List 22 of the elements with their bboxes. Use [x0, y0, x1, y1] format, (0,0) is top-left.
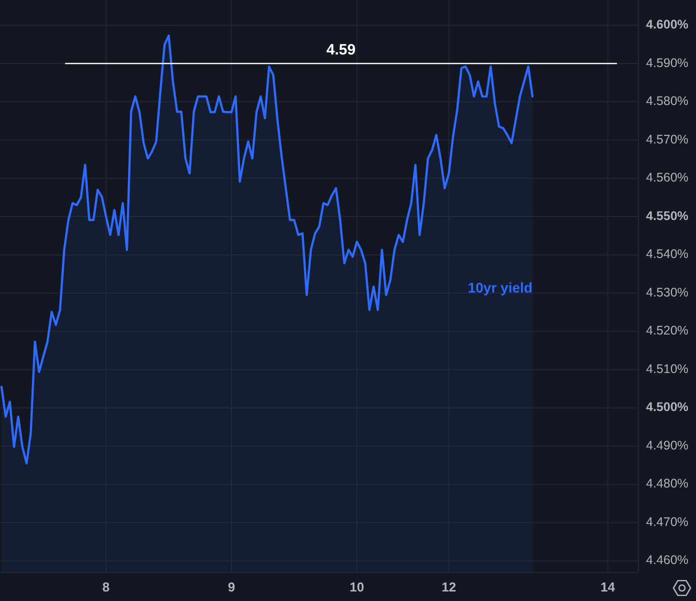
y-tick-label: 4.520% — [646, 324, 688, 338]
series-label: 10yr yield — [468, 280, 532, 296]
x-tick-label: 10 — [350, 579, 364, 594]
y-tick-label: 4.600% — [646, 18, 688, 32]
y-tick-label: 4.570% — [646, 132, 688, 146]
x-tick-label: 12 — [442, 579, 456, 594]
y-tick-label: 4.500% — [646, 400, 688, 414]
ref-line-label: 4.59 — [326, 41, 356, 58]
y-tick-label: 4.460% — [646, 553, 688, 568]
y-tick-label: 4.550% — [646, 208, 688, 223]
y-tick-label: 4.580% — [646, 94, 688, 108]
y-tick-label: 4.540% — [646, 247, 688, 262]
x-tick-label: 14 — [600, 579, 616, 594]
y-tick-label: 4.590% — [646, 56, 688, 70]
y-tick-label: 4.470% — [646, 514, 688, 529]
y-tick-label: 4.560% — [646, 170, 688, 185]
y-tick-label: 4.530% — [646, 285, 688, 300]
x-tick-label: 9 — [228, 579, 236, 594]
x-tick-label: 8 — [102, 579, 110, 594]
y-tick-label: 4.490% — [646, 438, 688, 452]
y-tick-label: 4.510% — [646, 362, 688, 376]
y-tick-label: 4.480% — [646, 476, 688, 491]
